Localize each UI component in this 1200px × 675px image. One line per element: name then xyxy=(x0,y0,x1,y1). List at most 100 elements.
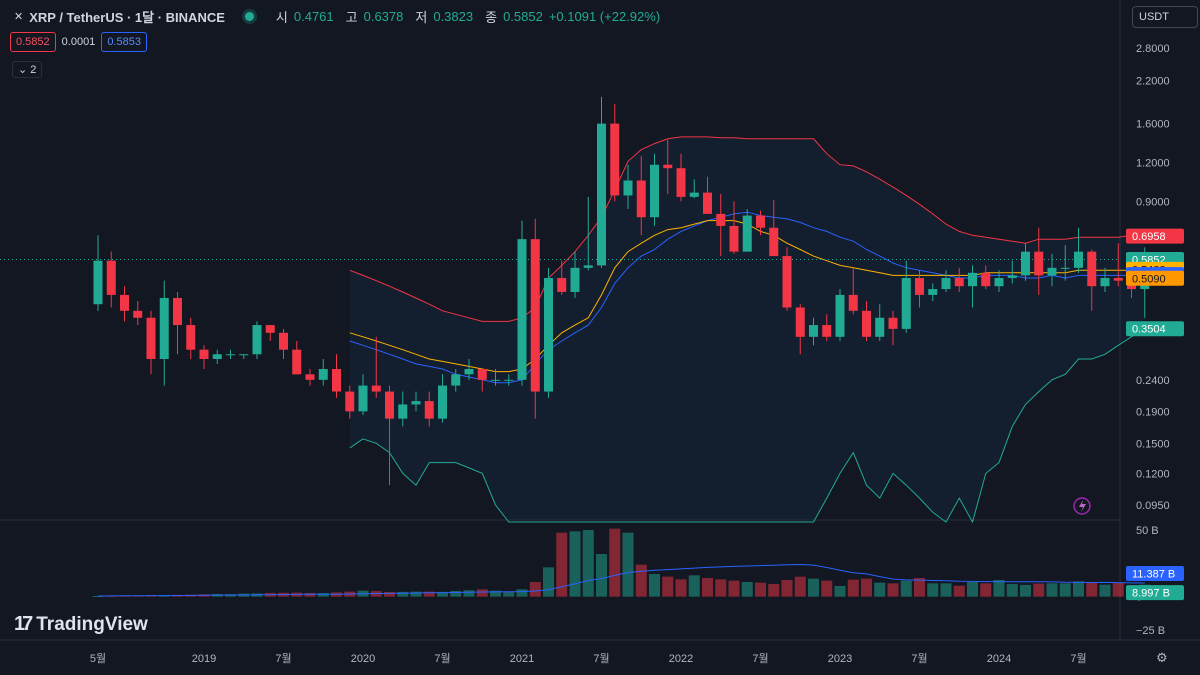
price-label-text: 0.6958 xyxy=(1132,231,1166,243)
candle-body xyxy=(848,294,858,311)
volume-bar xyxy=(927,583,939,597)
volume-bar xyxy=(967,582,978,597)
volume-bar xyxy=(450,590,462,597)
symbol-title[interactable]: XRP / TetherUS · 1달 · BINANCE xyxy=(29,9,225,25)
price-axis-tick: 2.8000 xyxy=(1136,43,1170,55)
currency-selector[interactable]: USDT xyxy=(1132,6,1198,28)
price-label-box xyxy=(1126,321,1184,337)
candle-body xyxy=(491,379,500,381)
price-label-text: 0.3504 xyxy=(1132,324,1166,336)
volume-bar xyxy=(794,576,806,597)
spread-value: 0.0001 xyxy=(61,36,96,48)
candle-body xyxy=(1087,251,1097,287)
volume-bar xyxy=(543,567,554,597)
candle-body xyxy=(332,369,341,392)
candle-body xyxy=(504,379,514,381)
price-axis-tick: 1.2000 xyxy=(1136,157,1170,169)
candle-body xyxy=(186,325,196,350)
volume-bar xyxy=(649,574,660,597)
candle-body xyxy=(1060,267,1070,269)
volume-bar xyxy=(1033,583,1045,597)
symbol-logo-icon: ✕ xyxy=(14,10,24,23)
settings-gear-icon[interactable]: ⚙ xyxy=(1156,650,1168,665)
volume-bar xyxy=(596,554,607,597)
volume-bar xyxy=(1099,584,1111,597)
sell-button[interactable]: 0.5852 xyxy=(10,32,56,52)
candle-body xyxy=(742,215,752,252)
volume-bar xyxy=(993,580,1005,597)
candle-body xyxy=(636,180,646,218)
volume-bar xyxy=(317,593,329,597)
open-label: 시 xyxy=(275,9,288,25)
time-axis-tick: 7월 xyxy=(593,652,609,665)
time-axis-tick: 7월 xyxy=(1070,652,1086,665)
high-value: 0.6378 xyxy=(363,8,404,24)
volume-bar xyxy=(556,532,568,597)
volume-bar xyxy=(1073,581,1084,597)
candle-body xyxy=(716,213,726,226)
candle-body xyxy=(212,354,222,360)
candle-body xyxy=(583,265,593,268)
buy-button[interactable]: 0.5853 xyxy=(101,32,147,52)
candle-body xyxy=(901,278,911,329)
volume-bar xyxy=(662,576,674,597)
time-axis-tick: 7월 xyxy=(911,652,927,665)
candle-body xyxy=(756,215,765,228)
candle-body xyxy=(623,180,633,196)
price-axis-tick: 0.0950 xyxy=(1136,500,1170,512)
candle-body xyxy=(385,391,394,419)
price-axis-tick: 0.1900 xyxy=(1136,406,1170,418)
candle-body xyxy=(570,267,580,292)
volume-bar xyxy=(1059,583,1071,597)
candle-body xyxy=(597,123,606,266)
candle-body xyxy=(862,310,871,337)
volume-bar xyxy=(914,578,925,597)
volume-bar xyxy=(887,583,899,597)
time-axis-tick: 7월 xyxy=(275,652,291,665)
candle-body xyxy=(888,317,898,329)
indicators-toggle-button[interactable]: ⌄ 2 xyxy=(12,61,43,78)
volume-bar xyxy=(304,592,316,597)
alert-lightning-glyph xyxy=(1079,500,1086,512)
candle-body xyxy=(1034,251,1044,276)
candle-body xyxy=(173,297,182,326)
volume-bar xyxy=(582,530,594,597)
volume-bar xyxy=(635,564,647,597)
volume-bar xyxy=(755,582,766,597)
volume-axis-tick: −25 B xyxy=(1136,625,1165,637)
time-axis-tick: 2023 xyxy=(828,653,852,665)
price-axis-tick: 2.2000 xyxy=(1136,76,1170,88)
volume-bar xyxy=(702,578,713,597)
candle-body xyxy=(318,369,328,380)
change-value: +0.1091 (+22.92%) xyxy=(548,8,661,24)
candle-body xyxy=(981,272,991,287)
time-axis-tick: 2022 xyxy=(669,653,693,665)
candle-body xyxy=(954,278,964,287)
volume-label-box xyxy=(1126,585,1184,601)
volume-bar xyxy=(688,575,700,597)
candle-body xyxy=(782,256,792,308)
candle-body xyxy=(411,401,421,405)
time-axis-tick: 2021 xyxy=(510,653,534,665)
candle-body xyxy=(729,225,739,252)
candle-body xyxy=(398,404,408,419)
candle-body xyxy=(199,349,209,360)
price-axis-tick: 1.6000 xyxy=(1136,119,1170,131)
candle-body xyxy=(358,385,368,412)
volume-bar xyxy=(834,586,846,597)
candle-body xyxy=(1100,278,1110,287)
volume-bar xyxy=(410,591,422,597)
candle-body xyxy=(835,294,845,337)
market-status-icon[interactable] xyxy=(244,11,254,21)
candle-body xyxy=(809,325,818,337)
tradingview-logo[interactable]: 17 TradingView xyxy=(14,613,148,636)
candle-body xyxy=(941,278,951,290)
candle-body xyxy=(106,260,116,295)
candle-body xyxy=(159,297,169,360)
volume-ma-line xyxy=(97,563,1145,597)
volume-bar xyxy=(980,583,992,597)
candle-body xyxy=(517,239,527,380)
candle-body xyxy=(371,385,381,392)
volume-bar xyxy=(622,532,634,597)
